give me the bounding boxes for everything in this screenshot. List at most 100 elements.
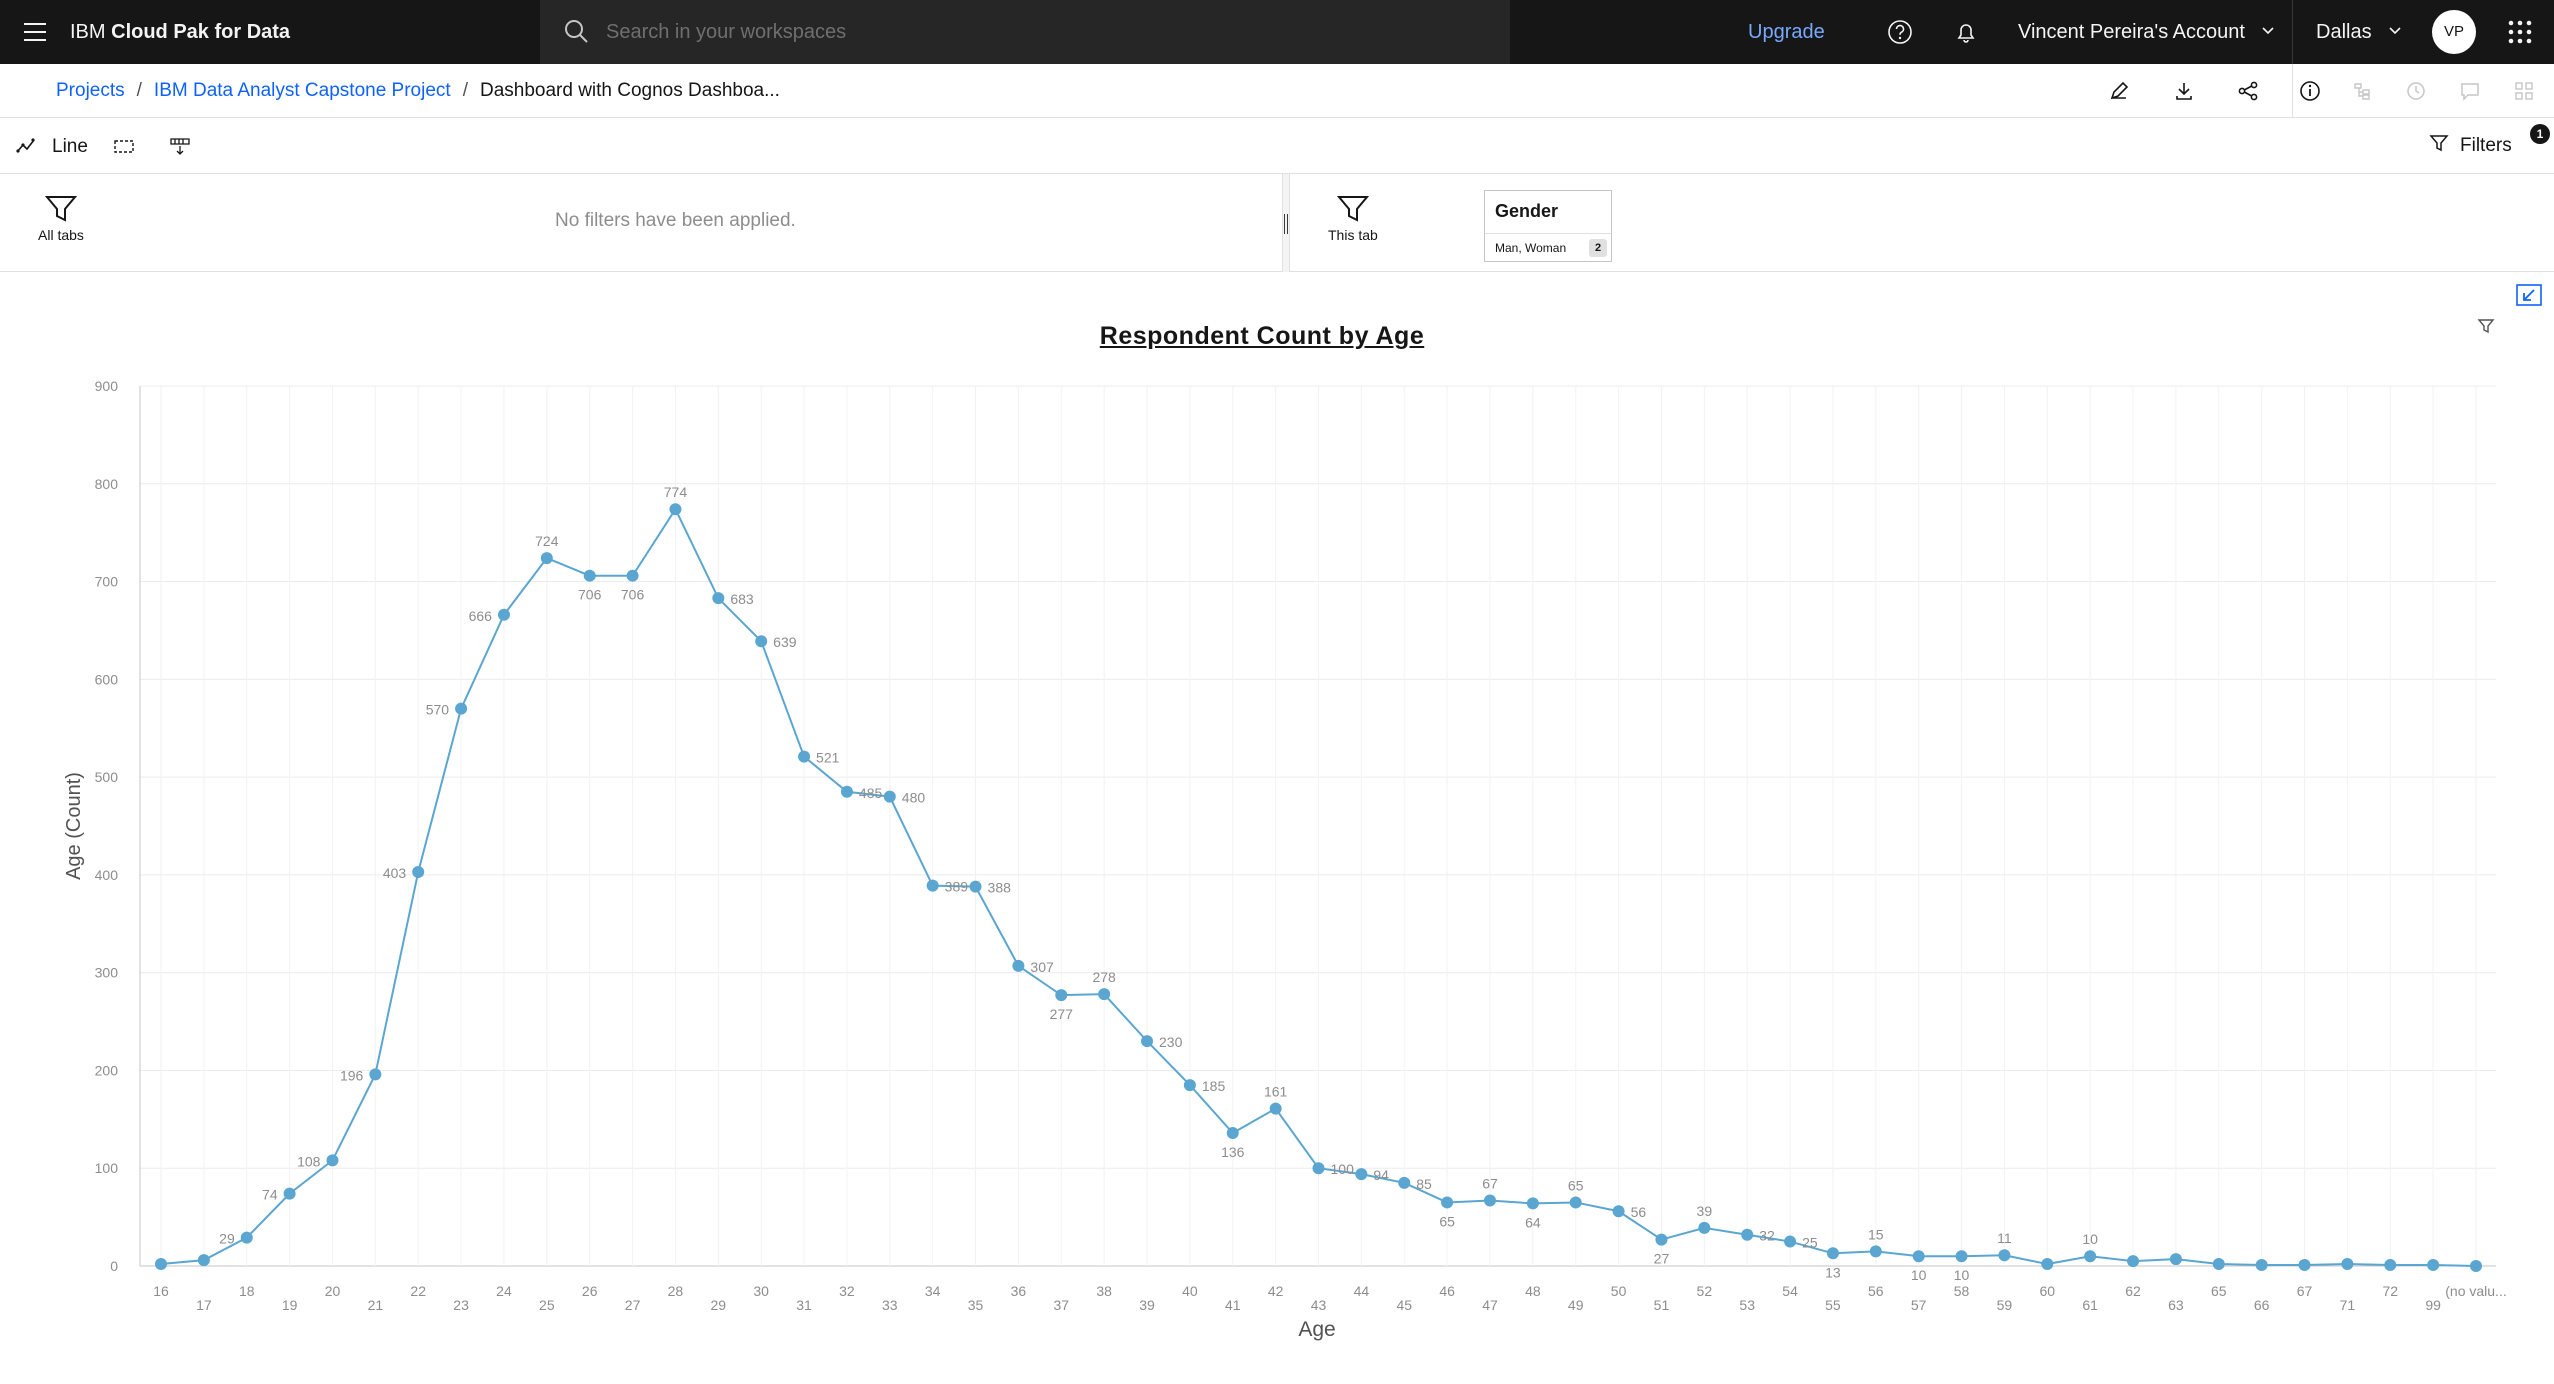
- grid-layout-icon[interactable]: [2508, 75, 2540, 107]
- data-point: [1226, 1127, 1239, 1140]
- data-point: [2384, 1259, 2397, 1272]
- avatar[interactable]: VP: [2432, 10, 2476, 54]
- data-point: [1698, 1221, 1711, 1234]
- breadcrumb-separator: /: [462, 80, 468, 101]
- x-tick-label: (no valu...: [2445, 1283, 2506, 1299]
- breadcrumb-project[interactable]: IBM Data Analyst Capstone Project: [153, 80, 451, 101]
- data-point: [412, 865, 425, 878]
- x-tick-label: 61: [2082, 1297, 2098, 1313]
- data-label: 185: [1202, 1078, 1226, 1094]
- x-tick-label: 71: [2340, 1297, 2356, 1313]
- y-tick-label: 300: [95, 965, 119, 981]
- filter-pane-splitter[interactable]: [1282, 174, 1290, 272]
- data-point: [883, 790, 896, 803]
- region-name: Dallas: [2316, 21, 2372, 43]
- account-switcher[interactable]: Vincent Pereira's Account: [2018, 0, 2276, 64]
- edit-icon[interactable]: [2103, 75, 2135, 107]
- help-icon[interactable]: [1884, 16, 1916, 48]
- x-tick-label: 41: [1225, 1297, 1241, 1313]
- chevron-down-icon: [2260, 0, 2276, 64]
- y-tick-label: 700: [95, 574, 119, 590]
- y-tick-label: 400: [95, 867, 119, 883]
- data-point: [2212, 1258, 2225, 1271]
- comment-icon[interactable]: [2454, 75, 2486, 107]
- chart-widget[interactable]: Respondent Count by Age Age (Count) Age …: [0, 272, 2554, 1384]
- brand-prefix: IBM: [70, 20, 106, 43]
- filter-icon: [1336, 196, 1370, 227]
- history-icon[interactable]: [2400, 75, 2432, 107]
- filters-count-badge: 1: [2530, 124, 2550, 144]
- drill-icon[interactable]: [168, 134, 192, 163]
- all-tabs-label: All tabs: [38, 227, 84, 243]
- filters-button[interactable]: Filters: [2428, 132, 2512, 160]
- toolbar-divider: [2292, 64, 2293, 118]
- app-switcher-icon[interactable]: [2506, 18, 2534, 46]
- global-search[interactable]: [540, 0, 1510, 64]
- x-tick-label: 19: [282, 1297, 298, 1313]
- data-label: 706: [578, 587, 602, 603]
- data-point: [1869, 1245, 1882, 1258]
- x-tick-label: 67: [2297, 1283, 2313, 1299]
- data-label: 570: [426, 702, 450, 718]
- data-point: [1055, 989, 1068, 1002]
- x-tick-label: 18: [239, 1283, 255, 1299]
- x-tick-label: 20: [325, 1283, 341, 1299]
- y-tick-label: 600: [95, 671, 119, 687]
- this-tab-filter-drop[interactable]: This tab: [1328, 194, 1378, 243]
- data-point: [1612, 1205, 1625, 1218]
- data-label: 10: [1954, 1267, 1970, 1283]
- data-point: [197, 1254, 210, 1267]
- product-name[interactable]: IBM Cloud Pak for Data: [70, 21, 540, 44]
- x-tick-label: 52: [1697, 1283, 1713, 1299]
- download-icon[interactable]: [2168, 75, 2200, 107]
- info-icon[interactable]: [2294, 75, 2326, 107]
- tree-view-icon[interactable]: [2346, 75, 2378, 107]
- widget-filter-icon[interactable]: [2476, 316, 2502, 342]
- upgrade-link[interactable]: Upgrade: [1748, 21, 1825, 43]
- data-point: [798, 750, 811, 763]
- data-label: 32: [1759, 1228, 1775, 1244]
- x-tick-label: 43: [1311, 1297, 1327, 1313]
- y-tick-label: 900: [95, 378, 119, 394]
- collapse-widget-icon[interactable]: [2516, 282, 2542, 308]
- data-label: 683: [730, 591, 754, 607]
- x-tick-label: 30: [753, 1283, 769, 1299]
- chevron-down-icon: [2387, 0, 2403, 64]
- data-point: [712, 592, 725, 605]
- x-tick-label: 56: [1868, 1283, 1884, 1299]
- gender-filter-chip[interactable]: Gender Man, Woman 2: [1484, 190, 1612, 262]
- data-label: 74: [262, 1187, 278, 1203]
- data-label: 485: [859, 785, 883, 801]
- select-region-icon[interactable]: [112, 134, 136, 163]
- x-tick-label: 21: [368, 1297, 384, 1313]
- notification-bell-icon[interactable]: [1950, 16, 1982, 48]
- x-tick-label: 23: [453, 1297, 469, 1313]
- data-point: [2084, 1250, 2097, 1263]
- breadcrumb-projects[interactable]: Projects: [56, 80, 125, 101]
- share-icon[interactable]: [2232, 75, 2264, 107]
- data-point: [1912, 1250, 1925, 1263]
- search-icon: [560, 15, 594, 49]
- data-point: [1398, 1176, 1411, 1189]
- region-switcher[interactable]: Dallas: [2316, 0, 2403, 64]
- data-point: [369, 1068, 382, 1081]
- x-tick-label: 53: [1739, 1297, 1755, 1313]
- data-point: [283, 1187, 296, 1200]
- menu-icon[interactable]: [0, 0, 70, 64]
- data-label: 27: [1654, 1251, 1670, 1267]
- y-tick-label: 200: [95, 1062, 119, 1078]
- chart-type-button[interactable]: Line: [14, 132, 88, 162]
- x-tick-label: 16: [153, 1283, 169, 1299]
- y-tick-label: 0: [110, 1258, 118, 1274]
- data-point: [1483, 1194, 1496, 1207]
- data-point: [2298, 1259, 2311, 1272]
- search-input[interactable]: [606, 20, 1406, 44]
- x-tick-label: 99: [2425, 1297, 2441, 1313]
- x-tick-label: 17: [196, 1297, 212, 1313]
- data-label: 196: [340, 1067, 364, 1083]
- x-tick-label: 62: [2125, 1283, 2141, 1299]
- all-tabs-filter-drop[interactable]: All tabs: [38, 194, 84, 243]
- data-label: 13: [1825, 1264, 1841, 1280]
- x-tick-label: 48: [1525, 1283, 1541, 1299]
- no-filters-message: No filters have been applied.: [555, 210, 796, 231]
